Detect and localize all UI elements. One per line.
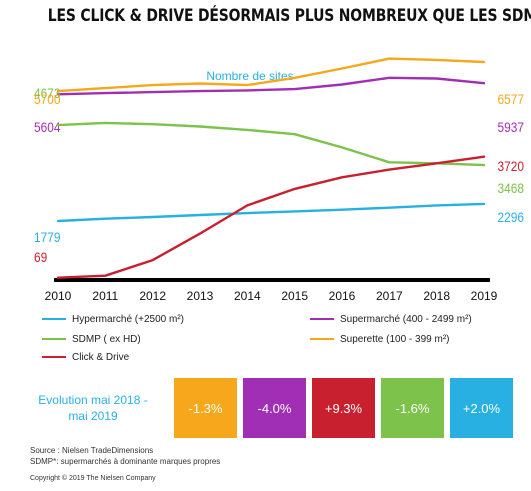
chart-title: LES CLICK & DRIVE DÉSORMAIS PLUS NOMBREU…: [47, 6, 531, 26]
evolution-value: +2.0%: [462, 400, 501, 416]
series-start-label: 69: [34, 249, 47, 265]
x-tick-label: 2010: [45, 289, 72, 303]
series-end-label: 3720: [498, 158, 524, 174]
evolution-box-supermarche: -4.0%: [243, 378, 306, 438]
series-end-label: 3468: [498, 180, 524, 196]
evolution-label: Evolution mai 2018 - mai 2019: [38, 393, 148, 423]
series-start-label: 5604: [34, 119, 60, 135]
legend-label: Click & Drive: [72, 352, 130, 363]
chart-subtitle: Nombre de sites: [206, 69, 293, 83]
legend-item-superette: Superette (100 - 399 m²): [310, 334, 450, 345]
series-start-label: 4673: [34, 85, 60, 101]
legend-swatch: [42, 356, 66, 359]
legend-swatch: [42, 338, 66, 341]
series-end-label: 2296: [498, 209, 524, 225]
legend-swatch: [310, 338, 334, 341]
footnote-sdmp: SDMP*: supermarchés à dominante marques …: [30, 457, 221, 466]
series-line: [56, 155, 486, 279]
series-start-label: 1779: [34, 229, 60, 245]
evolution-value: -1.3%: [188, 400, 223, 416]
series-end-label: 6577: [498, 91, 524, 107]
legend-item-sdmp: SDMP ( ex HD): [42, 334, 141, 345]
legend-item-supermarche: Supermarché (400 - 2499 m²): [310, 314, 472, 325]
evolution-box-superette: -1.3%: [174, 378, 237, 438]
evolution-box-sdmp: -1.6%: [381, 378, 444, 438]
x-tick-label: 2016: [329, 289, 356, 303]
x-tick-label: 2013: [187, 289, 214, 303]
series-line: [56, 121, 486, 167]
x-tick-label: 2011: [92, 289, 118, 303]
legend-swatch: [310, 318, 334, 321]
evolution-box-hypermarche: +2.0%: [450, 378, 513, 438]
line-chart: Nombre de sites 2010 2011 2012 2013 2014 2015 2…: [34, 57, 524, 303]
x-tick-label: 2014: [234, 289, 261, 303]
legend-item-hypermarche: Hypermarché (+2500 m²): [42, 314, 184, 325]
legend-swatch: [42, 318, 66, 321]
x-tick-label: 2015: [281, 289, 308, 303]
evolution-box-click-drive: +9.3%: [312, 378, 375, 438]
legend-item-click-drive: Click & Drive: [42, 352, 129, 363]
evolution-value: -1.6%: [395, 400, 430, 416]
evolution-value: +9.3%: [324, 400, 363, 416]
footnote-copyright: Copyright © 2019 The Nielsen Company: [30, 475, 156, 482]
series-line: [56, 57, 486, 93]
footnote-source: Source : Nielsen TradeDimensions: [30, 446, 154, 455]
x-tick-label: 2018: [423, 289, 450, 303]
series-end-label: 5937: [498, 119, 524, 135]
series-line: [56, 202, 486, 223]
series-line: [56, 76, 486, 96]
legend-label: Supermarché (400 - 2499 m²): [340, 314, 472, 325]
x-tick-label: 2012: [139, 289, 166, 303]
x-tick-label: 2017: [376, 289, 403, 303]
legend-label: Hypermarché (+2500 m²): [72, 314, 184, 325]
legend-label: Superette (100 - 399 m²): [340, 334, 450, 345]
series-start-label: 5700: [34, 91, 60, 107]
evolution-value: -4.0%: [257, 400, 292, 416]
x-tick-label: 2019: [471, 289, 498, 303]
legend-label: SDMP ( ex HD): [72, 334, 141, 345]
